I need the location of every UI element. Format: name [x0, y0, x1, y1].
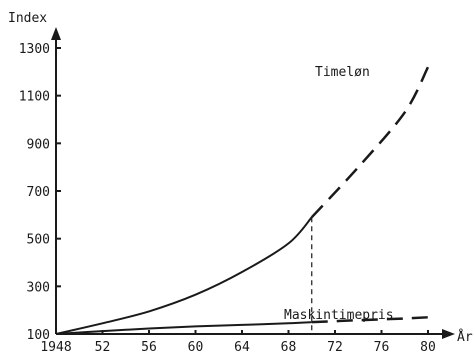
x-axis-label: År: [457, 329, 473, 345]
y-tick-label: 700: [27, 185, 50, 200]
y-tick-label: 100: [27, 328, 50, 343]
x-tick-label: 64: [234, 340, 250, 355]
series-line-maskintimepris: [55, 321, 312, 335]
x-tick-label: 76: [374, 340, 390, 355]
x-tick-label: 1948: [40, 340, 71, 355]
x-tick-label: 68: [281, 340, 297, 355]
series-projection-timelon: [310, 66, 430, 219]
series-line-timelon: [55, 216, 313, 335]
x-axis-arrow-icon: [442, 329, 455, 339]
chart-axes: Index År: [8, 11, 473, 345]
series-projection-maskintimepris: [311, 316, 429, 324]
y-tick-label: 900: [27, 137, 50, 152]
series-label-timelon: Timeløn: [315, 65, 370, 80]
y-axis-label: Index: [8, 11, 47, 26]
tick-group: 100 300 500 700 900 1100 1300 1948 52 56 60 64 68 72 7…: [19, 42, 436, 355]
x-tick-label: 56: [141, 340, 157, 355]
y-axis-arrow-icon: [51, 27, 61, 40]
x-tick-label: 72: [327, 340, 343, 355]
series-group: [55, 66, 430, 335]
y-tick-label: 500: [27, 233, 50, 248]
x-tick-label: 80: [420, 340, 436, 355]
x-tick-label: 52: [95, 340, 111, 355]
series-label-maskintimepris: Maskintimepris: [284, 308, 394, 323]
y-tick-label: 300: [27, 280, 50, 295]
y-tick-label: 1100: [19, 90, 50, 105]
series-label-group: Timeløn Maskintimepris: [284, 65, 394, 323]
y-tick-label: 1300: [19, 42, 50, 57]
x-tick-label: 60: [188, 340, 204, 355]
